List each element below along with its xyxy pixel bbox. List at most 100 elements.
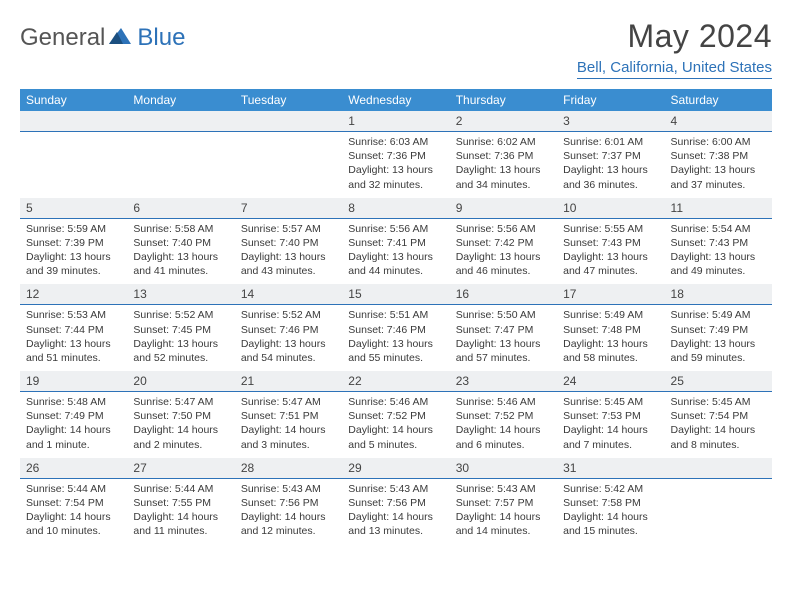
sunrise-text: Sunrise: 5:43 AM [456,482,551,496]
brand-part2: Blue [137,24,185,52]
calendar-table: Sunday Monday Tuesday Wednesday Thursday… [20,89,772,544]
day-header: Thursday [450,89,557,111]
week-number-row: 12131415161718 [20,284,772,305]
daylight-text: Daylight: 14 hours and 7 minutes. [563,423,658,451]
sunset-text: Sunset: 7:42 PM [456,236,551,250]
day-number: 30 [450,458,557,479]
title-block: May 2024 Bell, California, United States [577,18,772,79]
day-header: Monday [127,89,234,111]
day-number: 24 [557,371,664,392]
sunrise-text: Sunrise: 5:44 AM [133,482,228,496]
week-number-row: 1234 [20,111,772,132]
day-body: Sunrise: 6:03 AMSunset: 7:36 PMDaylight:… [342,132,449,198]
sunset-text: Sunset: 7:43 PM [671,236,766,250]
day-number: 6 [127,198,234,219]
day-number: 26 [20,458,127,479]
day-body [20,132,127,198]
sunset-text: Sunset: 7:41 PM [348,236,443,250]
daylight-text: Daylight: 14 hours and 12 minutes. [241,510,336,538]
sunrise-text: Sunrise: 5:43 AM [241,482,336,496]
day-number: 19 [20,371,127,392]
sunrise-text: Sunrise: 5:52 AM [133,308,228,322]
sunset-text: Sunset: 7:56 PM [348,496,443,510]
daylight-text: Daylight: 13 hours and 49 minutes. [671,250,766,278]
sunset-text: Sunset: 7:37 PM [563,149,658,163]
daylight-text: Daylight: 14 hours and 6 minutes. [456,423,551,451]
sunset-text: Sunset: 7:48 PM [563,323,658,337]
day-body: Sunrise: 5:51 AMSunset: 7:46 PMDaylight:… [342,305,449,371]
day-number: 23 [450,371,557,392]
day-number: 4 [665,111,772,132]
sunrise-text: Sunrise: 5:55 AM [563,222,658,236]
sunset-text: Sunset: 7:45 PM [133,323,228,337]
sunrise-text: Sunrise: 5:43 AM [348,482,443,496]
day-body: Sunrise: 5:52 AMSunset: 7:46 PMDaylight:… [235,305,342,371]
sunset-text: Sunset: 7:46 PM [348,323,443,337]
day-body [235,132,342,198]
sunrise-text: Sunrise: 5:50 AM [456,308,551,322]
sunset-text: Sunset: 7:55 PM [133,496,228,510]
sunrise-text: Sunrise: 5:52 AM [241,308,336,322]
daylight-text: Daylight: 13 hours and 57 minutes. [456,337,551,365]
sunset-text: Sunset: 7:52 PM [456,409,551,423]
daylight-text: Daylight: 14 hours and 3 minutes. [241,423,336,451]
day-body: Sunrise: 5:55 AMSunset: 7:43 PMDaylight:… [557,218,664,284]
day-body: Sunrise: 6:01 AMSunset: 7:37 PMDaylight:… [557,132,664,198]
sunset-text: Sunset: 7:36 PM [456,149,551,163]
sunset-text: Sunset: 7:40 PM [241,236,336,250]
sunset-text: Sunset: 7:39 PM [26,236,121,250]
daylight-text: Daylight: 14 hours and 10 minutes. [26,510,121,538]
daylight-text: Daylight: 13 hours and 58 minutes. [563,337,658,365]
day-number: 11 [665,198,772,219]
sunrise-text: Sunrise: 5:47 AM [133,395,228,409]
day-number: 29 [342,458,449,479]
sunrise-text: Sunrise: 5:47 AM [241,395,336,409]
daylight-text: Daylight: 13 hours and 44 minutes. [348,250,443,278]
day-number: 8 [342,198,449,219]
sunset-text: Sunset: 7:54 PM [26,496,121,510]
sunrise-text: Sunrise: 5:57 AM [241,222,336,236]
sunset-text: Sunset: 7:38 PM [671,149,766,163]
day-body: Sunrise: 6:00 AMSunset: 7:38 PMDaylight:… [665,132,772,198]
daylight-text: Daylight: 13 hours and 51 minutes. [26,337,121,365]
sunrise-text: Sunrise: 5:49 AM [563,308,658,322]
week-body-row: Sunrise: 6:03 AMSunset: 7:36 PMDaylight:… [20,132,772,198]
sunrise-text: Sunrise: 5:44 AM [26,482,121,496]
sunset-text: Sunset: 7:56 PM [241,496,336,510]
sunrise-text: Sunrise: 5:53 AM [26,308,121,322]
daylight-text: Daylight: 13 hours and 34 minutes. [456,163,551,191]
day-number: 12 [20,284,127,305]
daylight-text: Daylight: 13 hours and 39 minutes. [26,250,121,278]
sunrise-text: Sunrise: 6:01 AM [563,135,658,149]
day-number [235,111,342,132]
daylight-text: Daylight: 13 hours and 36 minutes. [563,163,658,191]
brand-sail-icon [109,26,135,51]
daylight-text: Daylight: 13 hours and 41 minutes. [133,250,228,278]
day-number: 15 [342,284,449,305]
sunrise-text: Sunrise: 5:59 AM [26,222,121,236]
day-number: 7 [235,198,342,219]
sunrise-text: Sunrise: 5:54 AM [671,222,766,236]
title-divider [577,78,772,79]
day-body: Sunrise: 5:43 AMSunset: 7:57 PMDaylight:… [450,478,557,544]
sunrise-text: Sunrise: 5:49 AM [671,308,766,322]
day-header: Wednesday [342,89,449,111]
sunset-text: Sunset: 7:43 PM [563,236,658,250]
sunset-text: Sunset: 7:49 PM [671,323,766,337]
brand-logo: General Blue [20,24,185,52]
sunrise-text: Sunrise: 5:58 AM [133,222,228,236]
sunrise-text: Sunrise: 5:56 AM [456,222,551,236]
week-body-row: Sunrise: 5:44 AMSunset: 7:54 PMDaylight:… [20,478,772,544]
daylight-text: Daylight: 13 hours and 37 minutes. [671,163,766,191]
day-header: Saturday [665,89,772,111]
day-body: Sunrise: 5:49 AMSunset: 7:48 PMDaylight:… [557,305,664,371]
daylight-text: Daylight: 13 hours and 52 minutes. [133,337,228,365]
day-number: 14 [235,284,342,305]
daylight-text: Daylight: 13 hours and 54 minutes. [241,337,336,365]
day-body: Sunrise: 5:56 AMSunset: 7:41 PMDaylight:… [342,218,449,284]
day-header: Sunday [20,89,127,111]
day-number [665,458,772,479]
day-body: Sunrise: 5:45 AMSunset: 7:53 PMDaylight:… [557,392,664,458]
day-body: Sunrise: 5:46 AMSunset: 7:52 PMDaylight:… [450,392,557,458]
day-body [665,478,772,544]
